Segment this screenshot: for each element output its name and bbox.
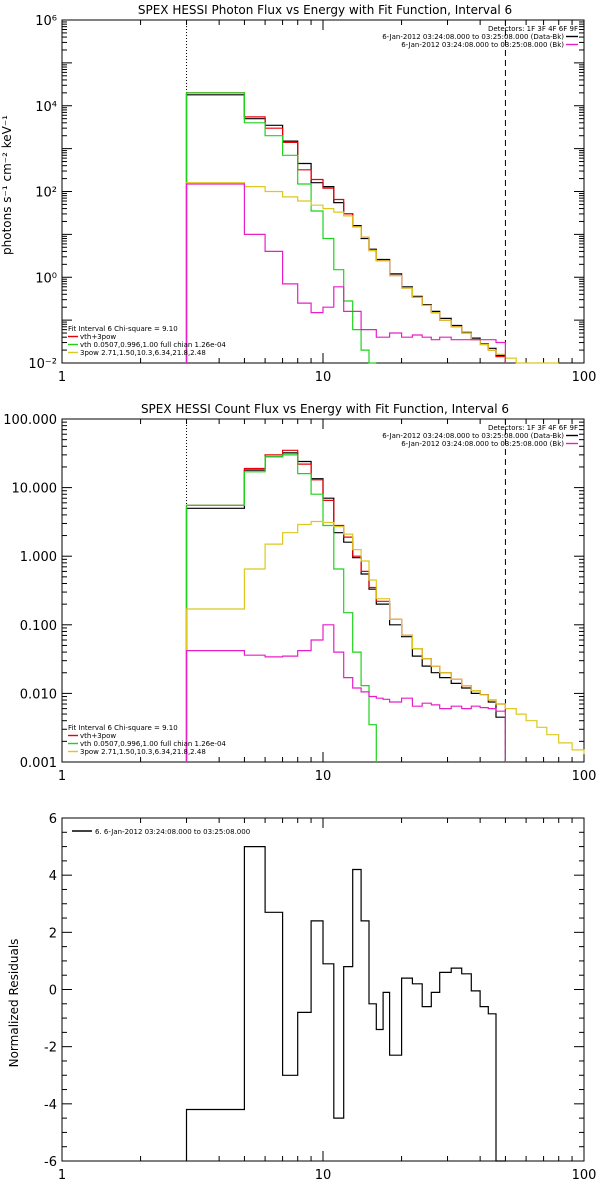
y-tick-label: 4	[49, 869, 57, 884]
legend-header: Detectors: 1F 3F 4F 6F 9F	[488, 424, 578, 432]
fit-legend-entry-text: vth+3pow	[80, 333, 116, 341]
fit-legend-entry-text: 3pow 2.71,1.50,10.3,6.34,21.8,2.48	[80, 748, 206, 756]
series-line-bk	[185, 183, 506, 363]
count-flux-plot: 1 10 100 0.001 0.010 0.100 1.000 10.000 100.000 D…	[3, 413, 596, 784]
series-line-3pow	[185, 520, 585, 762]
y-tick-label: 2	[49, 926, 57, 941]
legend-entry-text: 6. 6-Jan-2012 03:24:08.000 to 03:25:08.0…	[95, 828, 250, 836]
fit-legend-header: Fit Interval 6 Chi-square = 9.10	[68, 325, 178, 333]
y-tick-label: 10.000	[12, 482, 58, 497]
y-tick-label: 0.001	[20, 756, 57, 771]
y-tick-label: 6	[49, 812, 57, 827]
legend-entry-text: 6-Jan-2012 03:24:08.000 to 03:25:08.000 …	[382, 33, 564, 41]
legend-entry-text: 6-Jan-2012 03:24:08.000 to 03:25:08.000 …	[401, 41, 564, 49]
series-line-vth	[185, 92, 377, 364]
y-tick-label: 0.100	[20, 619, 57, 634]
x-tick-label: 10	[315, 370, 332, 385]
x-tick-label: 100	[572, 1168, 597, 1183]
y-tick-label: -6	[44, 1155, 57, 1170]
y-tick-label: 10⁰	[35, 271, 57, 286]
fit-legend-entry-text: vth+3pow	[80, 732, 116, 740]
residuals-plot: 1 10 100 -6 -4 -2 0 2 4 6 6. 6-Jan-2012 03:24:08.0…	[44, 812, 596, 1183]
y-tick-label: -4	[44, 1098, 57, 1113]
y-tick-label: 0	[49, 984, 57, 999]
series-line-3pow	[185, 182, 559, 364]
photon-flux-ylabel: photons s⁻¹ cm⁻² keV⁻¹	[0, 115, 14, 255]
y-tick-label: -2	[44, 1041, 57, 1056]
y-tick-label: 10²	[35, 186, 57, 201]
photon-flux-plot: 1 10 100 10⁻² 10⁰ 10² 10⁴ 10⁶ Detectors: 1F 3F 4…	[28, 14, 596, 385]
x-tick-label: 1	[58, 370, 66, 385]
residuals-panel: Normalized Residuals 1 10 100 -6 -4 -2 0 2 4 6 6. …	[7, 812, 596, 1183]
fit-legend-entry-text: vth 0.0507,0.996,1.00 full chian 1.26e-0…	[80, 341, 226, 349]
residuals-ylabel: Normalized Residuals	[7, 939, 21, 1068]
y-tick-label: 10⁶	[35, 14, 57, 29]
x-tick-label: 100	[572, 370, 597, 385]
series-line-vth	[185, 454, 377, 762]
legend-entry-text: 6-Jan-2012 03:24:08.000 to 03:25:08.000 …	[382, 432, 564, 440]
series-line-6-6-jan-2012-03-24-08-000-to-03-25-08-000	[185, 846, 506, 1162]
photon-flux-title: SPEX HESSI Photon Flux vs Energy with Fi…	[138, 3, 512, 17]
count-flux-title: SPEX HESSI Count Flux vs Energy with Fit…	[141, 402, 509, 416]
y-tick-label: 0.010	[20, 687, 57, 702]
fit-legend-entry-text: vth 0.0507,0.996,1.00 full chian 1.26e-0…	[80, 740, 226, 748]
fit-legend-header: Fit Interval 6 Chi-square = 9.10	[68, 724, 178, 732]
x-tick-label: 1	[58, 769, 66, 784]
y-tick-label: 1.000	[20, 550, 57, 565]
legend-header: Detectors: 1F 3F 4F 6F 9F	[488, 25, 578, 33]
series-line-bk	[185, 624, 506, 762]
y-tick-label: 10⁴	[35, 100, 57, 115]
count-flux-panel: SPEX HESSI Count Flux vs Energy with Fit…	[3, 402, 596, 784]
fit-legend-entry-text: 3pow 2.71,1.50,10.3,6.34,21.8,2.48	[80, 349, 206, 357]
y-tick-label: 100.000	[3, 413, 57, 428]
x-tick-label: 10	[315, 769, 332, 784]
y-tick-label: 10⁻²	[28, 357, 57, 372]
x-tick-label: 10	[315, 1168, 332, 1183]
x-tick-label: 1	[58, 1168, 66, 1183]
x-tick-label: 100	[572, 769, 597, 784]
photon-flux-panel: SPEX HESSI Photon Flux vs Energy with Fi…	[0, 3, 596, 385]
legend-entry-text: 6-Jan-2012 03:24:08.000 to 03:25:08.000 …	[401, 440, 564, 448]
